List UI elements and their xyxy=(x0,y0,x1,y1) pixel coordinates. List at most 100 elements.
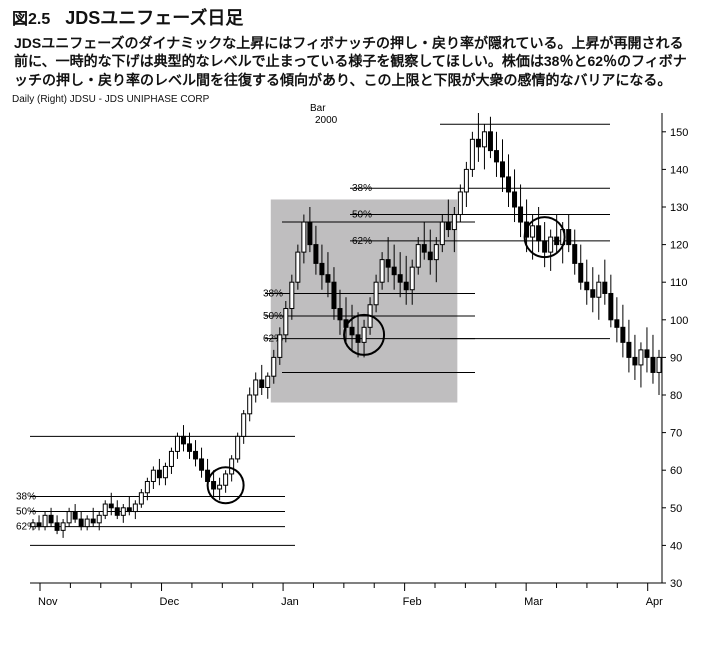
candle-body xyxy=(224,474,228,485)
x-tick-label: Mar xyxy=(524,596,543,608)
candle-body xyxy=(73,512,77,520)
caption-paragraph: JDSユニフェーズのダイナミックな上昇にはフィボナッチの押し・戻り率が隠れている… xyxy=(14,34,693,91)
candle-body xyxy=(615,320,619,328)
candle-body xyxy=(326,275,330,283)
candle-body xyxy=(573,245,577,264)
candle-body xyxy=(579,264,583,283)
candle-body xyxy=(531,226,535,237)
y-tick-label: 50 xyxy=(670,503,682,515)
candle-body xyxy=(645,350,649,358)
candle-body xyxy=(302,222,306,252)
candle-body xyxy=(284,309,288,335)
candle-body xyxy=(175,437,179,452)
x-tick-label: Jan xyxy=(281,596,299,608)
candle-body xyxy=(507,177,511,192)
candle-body xyxy=(549,237,553,252)
candle-body xyxy=(585,282,589,290)
candle-body xyxy=(422,245,426,253)
candle-body xyxy=(519,207,523,222)
candle-body xyxy=(296,252,300,282)
candle-body xyxy=(543,241,547,252)
candle-body xyxy=(476,140,480,148)
chart-year-label: 2000 xyxy=(315,115,338,126)
candle-body xyxy=(169,452,173,467)
candle-body xyxy=(278,335,282,358)
candle-body xyxy=(452,215,456,230)
candle-body xyxy=(537,226,541,241)
candle-body xyxy=(163,467,167,478)
candle-body xyxy=(127,508,131,512)
x-tick-label: Nov xyxy=(38,596,58,608)
candle-body xyxy=(386,260,390,268)
candle-body xyxy=(464,170,468,193)
candle-body xyxy=(488,132,492,151)
candle-body xyxy=(254,380,258,395)
candle-body xyxy=(603,282,607,293)
candle-body xyxy=(133,504,137,512)
candle-body xyxy=(639,350,643,365)
fib-level-label: 50% xyxy=(263,311,283,322)
fib-level-label: 38% xyxy=(263,289,283,300)
candle-body xyxy=(621,328,625,343)
candle-body xyxy=(91,519,95,523)
candle-body xyxy=(470,140,474,170)
candle-body xyxy=(115,508,119,516)
candle-body xyxy=(103,504,107,515)
y-tick-label: 110 xyxy=(670,277,688,289)
y-tick-label: 130 xyxy=(670,202,688,214)
candle-body xyxy=(272,358,276,377)
candle-body xyxy=(151,470,155,481)
fib-level-label: 38% xyxy=(352,183,372,194)
candle-body xyxy=(194,452,198,460)
candle-body xyxy=(651,358,655,373)
x-tick-label: Dec xyxy=(160,596,180,608)
candle-body xyxy=(440,222,444,245)
candlestick-chart: 38%50%62%38%50%62%38%50%62%3040506070809… xyxy=(10,103,697,618)
candle-body xyxy=(567,230,571,245)
candle-body xyxy=(591,290,595,298)
candle-body xyxy=(332,282,336,308)
x-tick-label: Apr xyxy=(646,596,663,608)
candle-body xyxy=(458,192,462,215)
candle-body xyxy=(260,380,264,388)
candle-body xyxy=(416,245,420,268)
candle-body xyxy=(248,395,252,414)
candle-body xyxy=(145,482,149,493)
candle-body xyxy=(314,245,318,264)
candle-body xyxy=(404,282,408,290)
fib-level-label: 50% xyxy=(352,210,372,221)
y-tick-label: 80 xyxy=(670,390,682,402)
candle-body xyxy=(350,328,354,336)
y-tick-label: 70 xyxy=(670,428,682,440)
candle-body xyxy=(236,437,240,460)
candle-body xyxy=(79,519,83,527)
candle-body xyxy=(67,512,71,523)
candle-body xyxy=(356,335,360,343)
candle-body xyxy=(181,437,185,445)
figure-title-text: JDSユニフェーズ日足 xyxy=(65,8,243,28)
candle-body xyxy=(61,523,65,531)
candle-body xyxy=(218,486,222,490)
candle-body xyxy=(230,459,234,474)
y-tick-label: 90 xyxy=(670,353,682,365)
candle-body xyxy=(410,267,414,290)
candle-body xyxy=(55,523,59,531)
y-tick-label: 100 xyxy=(670,315,688,327)
candle-body xyxy=(290,282,294,308)
candle-body xyxy=(212,482,216,490)
y-tick-label: 150 xyxy=(670,127,688,139)
candle-body xyxy=(266,376,270,387)
candle-body xyxy=(609,294,613,320)
candle-body xyxy=(446,222,450,230)
candle-body xyxy=(392,267,396,275)
y-tick-label: 140 xyxy=(670,165,688,177)
candle-body xyxy=(157,470,161,478)
candle-body xyxy=(139,493,143,504)
candle-body xyxy=(85,519,89,527)
candle-body xyxy=(482,132,486,147)
figure-number: 図2.5 xyxy=(12,11,50,28)
candle-body xyxy=(374,282,378,305)
chart-container: 38%50%62%38%50%62%38%50%62%3040506070809… xyxy=(10,103,697,618)
candle-body xyxy=(37,523,41,527)
candle-body xyxy=(597,282,601,297)
